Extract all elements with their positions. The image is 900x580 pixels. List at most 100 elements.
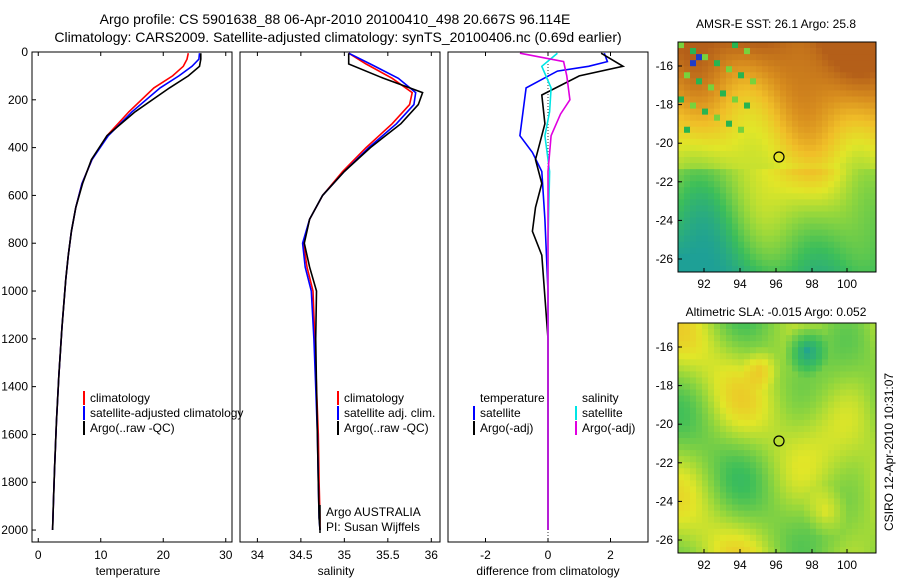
field-cell: [708, 96, 715, 103]
field-cell: [738, 492, 745, 499]
y-tick-label: 800: [8, 236, 28, 250]
field-cell: [678, 66, 685, 73]
field-cell: [804, 175, 811, 182]
sst-lon-tick-labels: 92 94 96 98 100: [697, 268, 857, 291]
field-cell: [708, 229, 715, 237]
field-cell: [786, 383, 793, 390]
field-cell: [738, 265, 745, 273]
field-cell: [786, 265, 793, 273]
lon-tick-label: 94: [733, 277, 747, 291]
field-cell: [714, 54, 721, 61]
field-cell: [792, 66, 799, 73]
field-cell: [750, 199, 757, 206]
field-cell: [846, 438, 853, 445]
field-cell: [864, 235, 871, 243]
field-cell: [786, 253, 793, 261]
field-cell: [744, 486, 751, 493]
field-cell: [804, 407, 811, 415]
field-cell: [786, 528, 793, 536]
field-cell: [870, 132, 877, 140]
field-cell: [744, 157, 751, 164]
field-cell: [798, 438, 805, 445]
field-cell: [864, 534, 871, 542]
field-cell: [768, 175, 775, 182]
field-cell: [852, 54, 859, 61]
field-cell: [702, 108, 709, 116]
field-cell: [828, 247, 835, 255]
field-cell: [690, 546, 697, 554]
field-cell: [840, 78, 847, 85]
field-cell: [798, 504, 805, 512]
field-cell: [786, 163, 793, 170]
field-cell: [858, 341, 865, 348]
field-cell: [822, 534, 829, 542]
field-cell: [696, 444, 703, 451]
field-cell: [828, 431, 835, 439]
field-cell: [804, 480, 811, 487]
field-cell: [756, 96, 763, 103]
field-cell: [696, 456, 703, 463]
field-cell: [870, 504, 877, 512]
field-cell: [864, 187, 871, 194]
field-cell: [726, 211, 733, 218]
field-cell: [828, 229, 835, 237]
field-cell: [762, 359, 769, 366]
field-cell: [684, 48, 691, 55]
field-cell: [792, 389, 799, 397]
field-cell: [720, 456, 727, 463]
field-cell: [762, 78, 769, 85]
field-cell: [834, 504, 841, 512]
field-cell: [702, 229, 709, 237]
field-cell: [708, 90, 715, 97]
field-cell: [750, 175, 757, 182]
field-cell: [810, 540, 817, 548]
field-cell: [864, 486, 871, 493]
field-cell: [696, 199, 703, 206]
field-cell: [822, 528, 829, 536]
field-cell: [828, 253, 835, 261]
field-cell: [726, 323, 733, 330]
field-cell: [786, 341, 793, 348]
field-cell: [696, 229, 703, 237]
field-cell: [798, 169, 805, 176]
field-cell: [762, 169, 769, 176]
field-cell: [780, 377, 787, 384]
field-cell: [768, 431, 775, 439]
field-cell: [792, 401, 799, 409]
field-cell: [768, 365, 775, 372]
field-cell: [696, 169, 703, 176]
field-cell: [810, 187, 817, 194]
field-cell: [870, 383, 877, 390]
field-cell: [714, 205, 721, 212]
field-cell: [762, 462, 769, 469]
field-cell: [768, 546, 775, 554]
field-cell: [864, 253, 871, 261]
field-cell: [708, 528, 715, 536]
field-cell: [780, 187, 787, 194]
field-cell: [822, 401, 829, 409]
field-cell: [726, 377, 733, 384]
field-cell: [684, 72, 691, 79]
field-cell: [798, 510, 805, 518]
field-cell: [828, 474, 835, 481]
field-cell: [786, 468, 793, 475]
field-cell: [858, 323, 865, 330]
field-cell: [864, 229, 871, 237]
field-cell: [678, 462, 685, 469]
field-cell: [846, 217, 853, 224]
field-cell: [798, 187, 805, 194]
field-cell: [738, 72, 745, 79]
field-cell: [792, 259, 799, 267]
field-cell: [822, 389, 829, 397]
field-cell: [834, 169, 841, 176]
field-cell: [852, 199, 859, 206]
field-cell: [762, 353, 769, 360]
field-cell: [768, 150, 775, 158]
field-cell: [792, 120, 799, 128]
field-cell: [822, 438, 829, 445]
field-cell: [798, 341, 805, 348]
field-cell: [804, 193, 811, 200]
field-cell: [726, 157, 733, 164]
field-cell: [732, 259, 739, 267]
field-cell: [762, 510, 769, 518]
